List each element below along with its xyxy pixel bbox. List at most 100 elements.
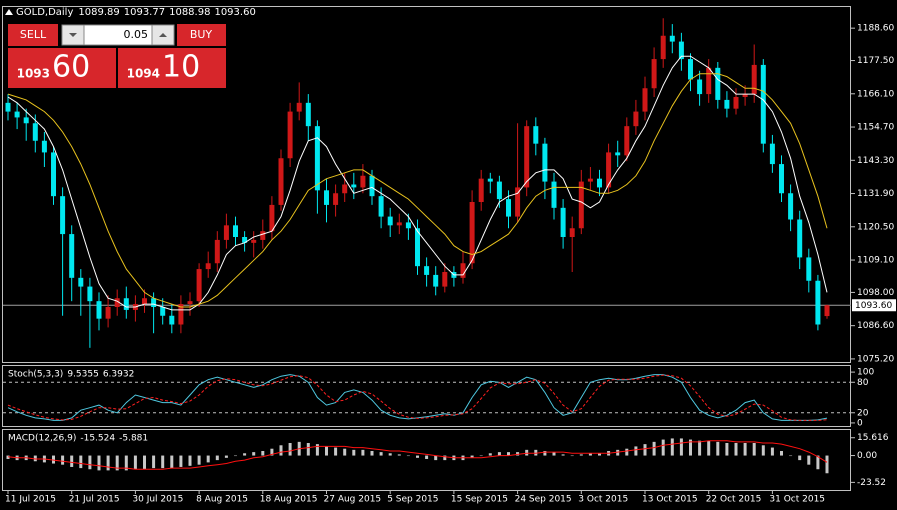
last-price-box: [852, 299, 896, 312]
y-tick-label: 1166.10: [857, 89, 894, 99]
candle-body: [333, 193, 339, 205]
candle-body: [360, 175, 366, 188]
sell-button[interactable]: [8, 24, 58, 46]
candle-body: [751, 64, 757, 95]
macd-bar: [570, 455, 574, 457]
macd-bar: [425, 455, 429, 459]
macd-bar: [188, 455, 192, 466]
macd-bar: [652, 441, 656, 456]
macd-bar: [124, 455, 128, 471]
macd-bar: [88, 455, 92, 470]
y-tick-label: 1177.50: [857, 56, 894, 66]
macd-bar: [197, 455, 201, 465]
candle-body: [60, 196, 66, 235]
macd-bar: [52, 455, 55, 464]
candle-body: [369, 175, 375, 197]
x-tick-label: 18 Aug 2015: [260, 495, 318, 505]
lot-value: 0.05: [124, 28, 149, 41]
candle-body: [378, 196, 384, 217]
candle-body: [642, 88, 648, 112]
macd-bar: [643, 444, 647, 456]
candle-body: [433, 274, 439, 287]
macd-bar: [33, 455, 37, 462]
y-tick-label: 1143.30: [857, 156, 894, 166]
candle-body: [396, 222, 402, 226]
sell-label: SELL: [20, 28, 47, 41]
x-tick-label: 21 Jul 2015: [69, 495, 120, 505]
buy-button[interactable]: [177, 24, 226, 46]
candle-body: [487, 178, 493, 182]
candle-body: [251, 239, 257, 243]
indicator-value: 9.5355: [67, 370, 99, 380]
candle-body: [96, 301, 102, 319]
candle-body: [87, 286, 93, 302]
macd-bar: [543, 450, 547, 456]
candle-body: [806, 257, 812, 281]
macd-bar: [79, 455, 83, 469]
candle-body: [779, 164, 784, 194]
candle-body: [41, 140, 47, 153]
macd-bar: [206, 455, 210, 463]
collapse-icon[interactable]: [5, 9, 13, 15]
macd-bar: [716, 441, 720, 456]
candle-body: [233, 225, 238, 237]
candle-body: [678, 41, 684, 60]
macd-bar: [70, 455, 74, 467]
macd-bar: [798, 455, 802, 461]
candle-body: [305, 102, 311, 127]
macd-bar: [661, 439, 665, 456]
y-tick-label: 0: [857, 418, 863, 428]
y-tick-label: 80: [857, 378, 869, 388]
macd-bar: [388, 453, 392, 456]
candle-body: [151, 298, 157, 307]
x-tick-label: 31 Oct 2015: [769, 495, 825, 505]
candle-body: [660, 35, 666, 60]
macd-bar: [479, 455, 483, 457]
macd-bar: [752, 443, 756, 456]
y-tick-label: 0.00: [857, 451, 877, 461]
ohlc-value: 1093.77: [124, 7, 165, 18]
sell-price-box[interactable]: [8, 48, 116, 88]
ohlc-value: 1093.60: [214, 7, 255, 18]
candle-body: [587, 178, 593, 182]
y-tick-label: 1120.50: [857, 222, 894, 232]
macd-bar: [170, 455, 174, 469]
stoch-panel-frame: [2, 365, 851, 427]
macd-bar: [807, 455, 811, 465]
candle-body: [114, 298, 120, 307]
y-tick-label: 1188.60: [857, 24, 894, 34]
down-arrow: [69, 33, 77, 37]
macd-bar: [97, 455, 101, 471]
indicator-line: [7, 55, 828, 311]
sell-price-small: 60: [52, 50, 90, 85]
x-tick-label: 22 Oct 2015: [706, 495, 762, 505]
macd-bar: [352, 449, 356, 456]
macd-bar: [306, 443, 310, 456]
candle-body: [469, 202, 475, 264]
macd-bar: [152, 455, 156, 469]
candle-body: [542, 143, 548, 182]
macd-bar: [470, 455, 474, 458]
x-tick-label: 3 Oct 2015: [578, 495, 628, 505]
y-tick-label: 1075.20: [857, 354, 894, 364]
macd-bar: [106, 455, 110, 471]
symbol-title: GOLD,Daily: [16, 7, 73, 18]
indicator-value: 6.3932: [103, 370, 135, 380]
candle-body: [515, 187, 521, 217]
buy-price-box[interactable]: [118, 48, 226, 88]
macd-bar: [634, 446, 638, 456]
candle-body: [51, 152, 56, 197]
candle-body: [506, 199, 511, 217]
candle-body: [788, 193, 794, 220]
macd-bar: [552, 452, 556, 456]
candle-body: [178, 304, 184, 325]
macd-bar: [279, 445, 283, 456]
x-tick-label: 27 Aug 2015: [324, 495, 382, 505]
macd-bar: [261, 450, 265, 456]
indicator-line: [7, 73, 828, 308]
y-tick-label: 15.616: [857, 433, 889, 443]
candle-body: [597, 178, 602, 188]
macd-bar: [670, 438, 674, 456]
candle-body: [578, 181, 584, 229]
buy-label: BUY: [190, 28, 213, 41]
